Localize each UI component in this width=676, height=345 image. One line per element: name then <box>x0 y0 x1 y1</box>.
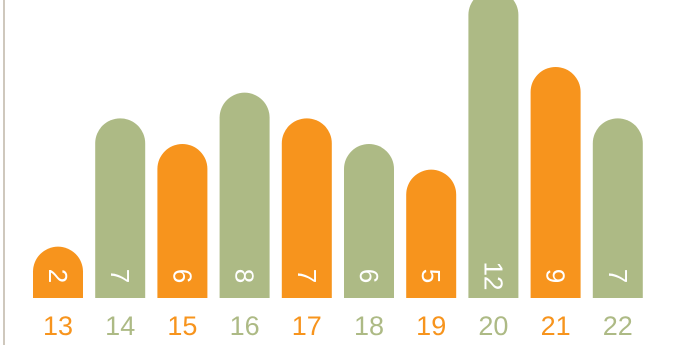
bar-22 <box>592 118 643 298</box>
bar-value-labels: 2 7 6 8 7 6 5 12 9 7 <box>43 262 633 291</box>
bar-value-label: 7 <box>105 269 135 283</box>
category-label: 22 <box>603 311 633 341</box>
bar-value-label: 12 <box>478 262 508 291</box>
category-label: 18 <box>354 311 384 341</box>
bar-19 <box>406 169 457 298</box>
category-label: 13 <box>43 311 73 341</box>
bars-group <box>33 0 643 299</box>
category-label: 19 <box>416 311 446 341</box>
bar-13 <box>33 246 83 298</box>
bar-value-label: 6 <box>354 269 384 283</box>
bar-value-label: 6 <box>167 269 197 283</box>
bar-15 <box>157 144 208 298</box>
bar-20 <box>468 0 519 298</box>
bar-18 <box>344 144 394 298</box>
category-label: 21 <box>541 311 571 341</box>
category-labels: 13 14 15 16 17 18 19 20 21 22 <box>43 311 633 341</box>
category-label: 14 <box>105 311 135 341</box>
bar-16 <box>219 92 270 299</box>
bar-value-label: 7 <box>292 269 322 283</box>
bar-value-label: 9 <box>541 269 571 283</box>
bar-value-label: 5 <box>416 269 446 283</box>
bar-17 <box>281 118 332 298</box>
category-label: 20 <box>478 311 508 341</box>
category-label: 15 <box>167 311 197 341</box>
bar-21 <box>530 66 581 298</box>
category-label: 17 <box>292 311 322 341</box>
bar-value-label: 2 <box>43 269 73 283</box>
category-label: 16 <box>230 311 260 341</box>
bar-value-label: 8 <box>230 269 260 283</box>
bar-14 <box>95 118 146 298</box>
bar-value-label: 7 <box>603 269 633 283</box>
